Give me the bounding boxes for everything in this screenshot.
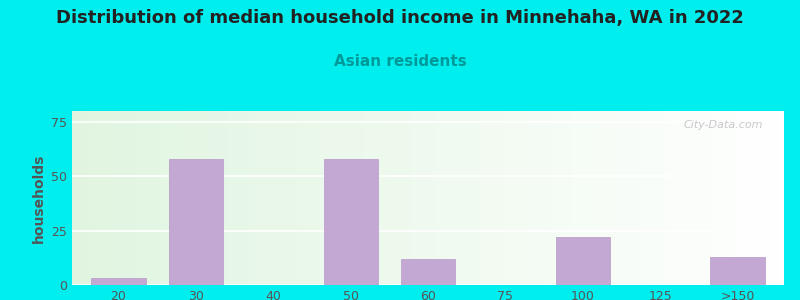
Text: Asian residents: Asian residents [334, 54, 466, 69]
Bar [323, 159, 378, 285]
Bar [169, 159, 223, 285]
Bar [401, 259, 455, 285]
Text: City-Data.com: City-Data.com [683, 120, 762, 130]
Bar [710, 257, 765, 285]
Bar [91, 278, 146, 285]
Text: Distribution of median household income in Minnehaha, WA in 2022: Distribution of median household income … [56, 9, 744, 27]
Y-axis label: households: households [31, 153, 46, 243]
Bar [556, 237, 610, 285]
